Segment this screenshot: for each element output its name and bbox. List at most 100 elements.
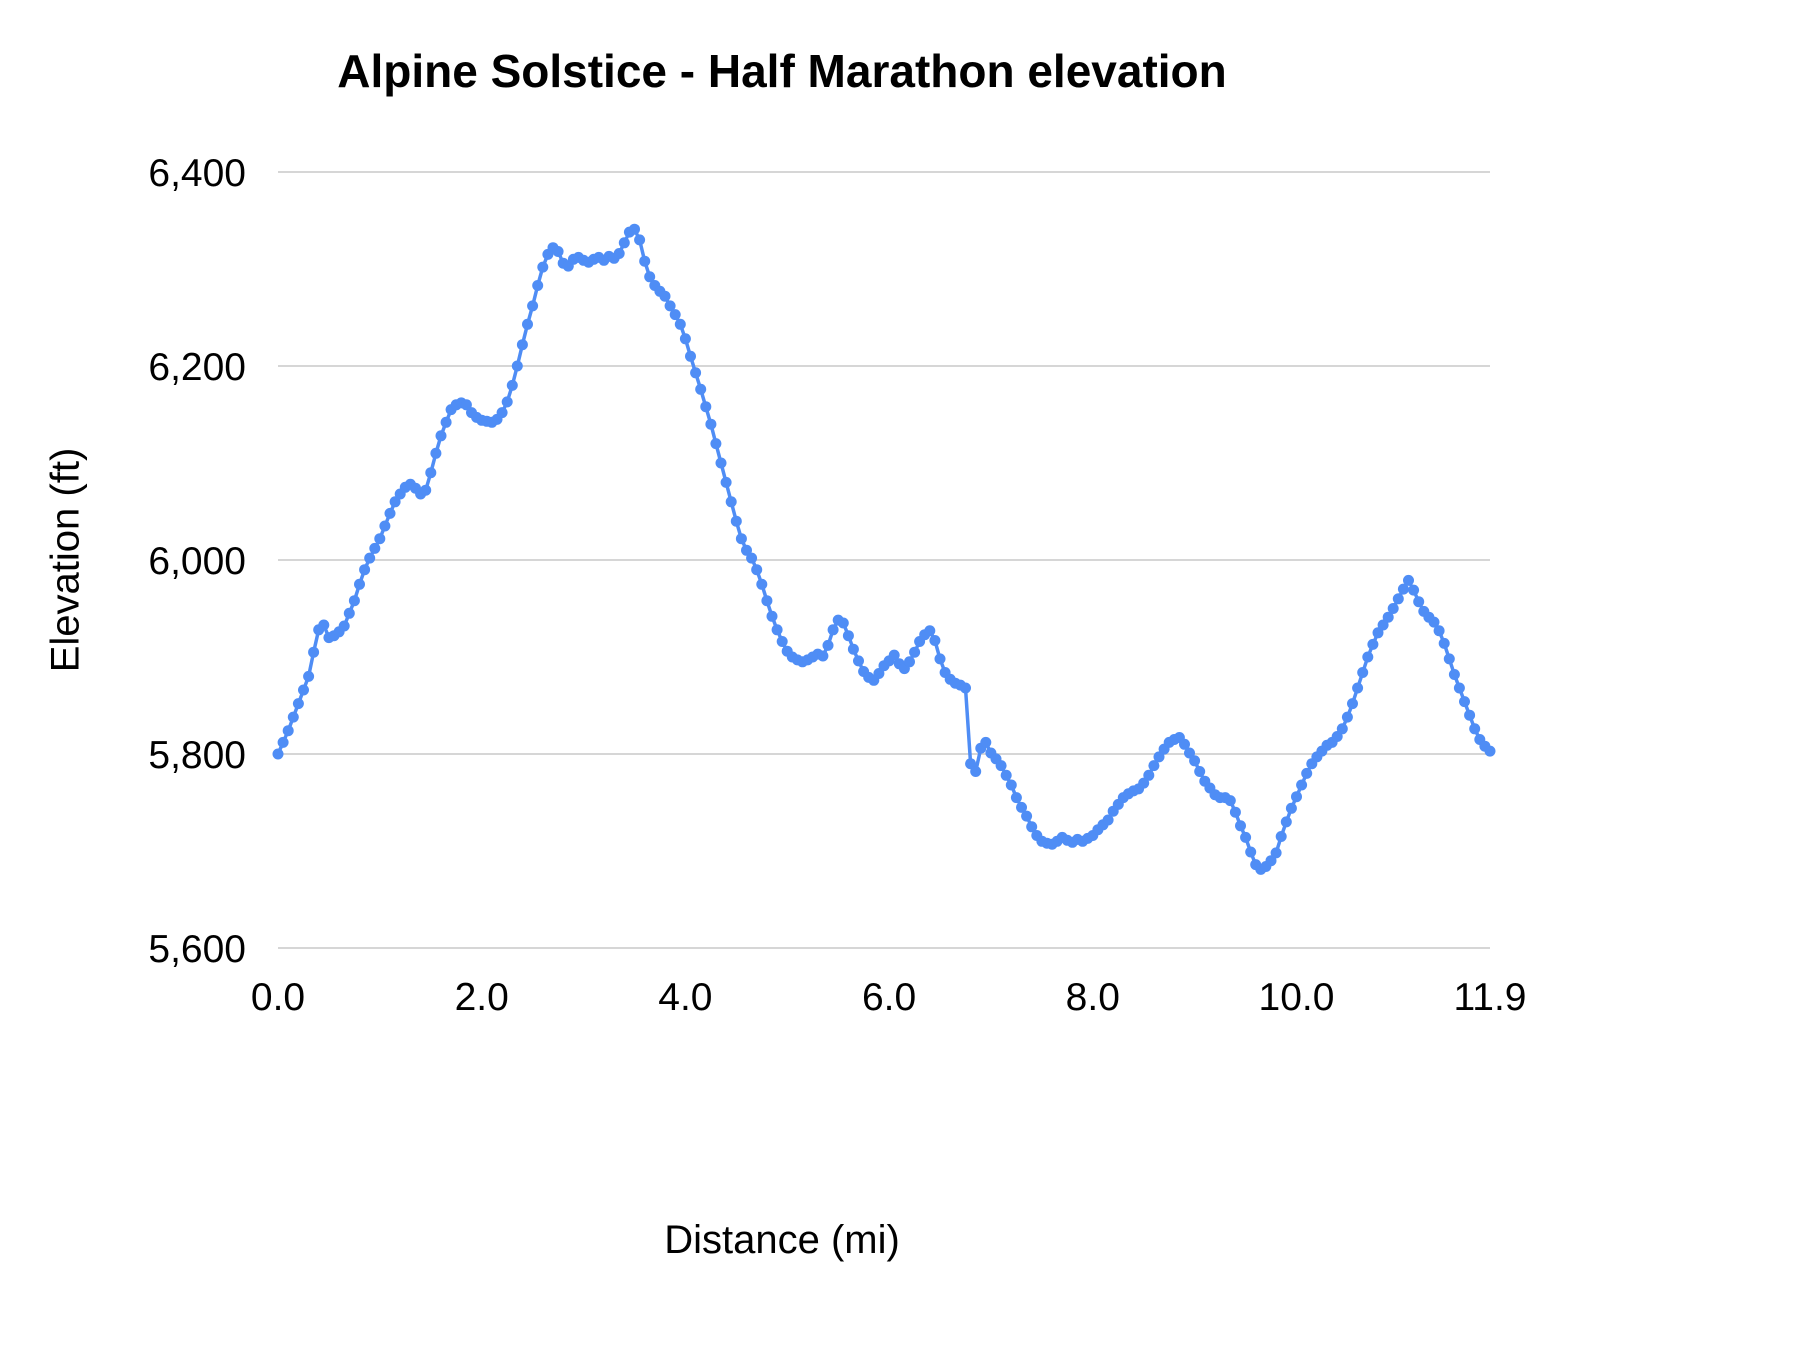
data-point xyxy=(685,350,696,362)
data-point xyxy=(1443,653,1455,665)
data-point xyxy=(613,248,625,259)
data-point xyxy=(1453,682,1465,694)
x-tick-label: 6.0 xyxy=(862,976,916,1019)
data-point xyxy=(277,736,289,748)
data-point xyxy=(1000,769,1012,781)
data-point xyxy=(1367,638,1379,650)
data-point xyxy=(511,360,523,372)
x-axis-title: Distance (mi) xyxy=(664,1218,900,1262)
data-point xyxy=(1484,745,1496,757)
data-point xyxy=(1229,806,1241,818)
x-tick-label: 11.9 xyxy=(1453,976,1526,1019)
data-point xyxy=(1448,669,1460,680)
y-tick-label: 6,000 xyxy=(148,540,246,583)
data-point xyxy=(359,564,371,576)
data-point xyxy=(934,653,946,665)
data-point xyxy=(644,271,656,283)
data-point xyxy=(527,300,539,312)
data-point xyxy=(1403,574,1414,586)
data-point xyxy=(1010,792,1022,804)
data-point xyxy=(847,643,859,655)
data-point xyxy=(960,682,971,694)
data-point xyxy=(776,636,788,647)
data-point xyxy=(842,630,854,642)
data-point xyxy=(1347,698,1358,710)
data-point xyxy=(705,418,717,430)
x-tick-label: 4.0 xyxy=(658,976,712,1019)
data-point xyxy=(1397,583,1409,595)
data-point xyxy=(1240,831,1252,843)
data-point xyxy=(1372,627,1384,639)
data-point xyxy=(374,533,386,545)
data-point xyxy=(369,542,381,554)
data-point xyxy=(634,234,646,246)
data-point xyxy=(425,467,437,479)
chart-title: Alpine Solstice - Half Marathon elevatio… xyxy=(337,45,1227,97)
data-point xyxy=(725,496,737,508)
data-point xyxy=(522,318,533,330)
x-tick-label: 8.0 xyxy=(1066,976,1120,1019)
data-point xyxy=(817,650,829,662)
data-point xyxy=(853,655,864,667)
data-point xyxy=(1469,723,1481,735)
data-point xyxy=(695,383,707,395)
data-point xyxy=(1464,709,1476,721)
data-point xyxy=(888,649,900,661)
x-tick-label: 10.0 xyxy=(1259,976,1335,1019)
data-point xyxy=(496,407,508,419)
y-tick-label: 6,400 xyxy=(148,152,246,195)
data-point xyxy=(343,607,355,619)
data-point xyxy=(440,416,452,428)
data-point xyxy=(827,624,839,636)
data-point xyxy=(1184,747,1195,759)
data-point xyxy=(1265,855,1277,867)
data-point xyxy=(1275,831,1287,842)
data-point xyxy=(1413,596,1425,608)
data-point xyxy=(1143,769,1155,781)
data-point xyxy=(532,280,544,291)
data-point xyxy=(618,237,630,249)
data-point xyxy=(669,309,681,321)
data-point xyxy=(292,698,304,710)
data-point xyxy=(435,430,447,442)
data-point xyxy=(679,333,691,345)
data-point xyxy=(766,610,778,622)
data-point xyxy=(720,476,732,488)
data-point xyxy=(909,646,921,658)
data-point xyxy=(873,668,885,679)
data-point xyxy=(1336,723,1348,735)
data-point xyxy=(710,438,722,450)
data-point xyxy=(384,507,396,519)
data-point xyxy=(629,223,640,235)
data-point xyxy=(741,544,752,556)
data-point xyxy=(690,367,702,379)
data-point xyxy=(1352,682,1364,694)
data-point xyxy=(318,619,330,631)
data-point xyxy=(1392,593,1404,605)
data-point xyxy=(1291,791,1302,803)
data-point xyxy=(904,656,915,668)
data-point xyxy=(761,595,773,607)
y-tick-label: 6,200 xyxy=(148,346,246,389)
data-point xyxy=(298,684,309,696)
data-point xyxy=(1280,816,1292,828)
data-point xyxy=(1438,637,1450,649)
data-point xyxy=(1026,821,1038,833)
data-point xyxy=(272,748,284,760)
data-point xyxy=(287,711,299,723)
data-point xyxy=(1296,779,1308,791)
data-point xyxy=(348,595,360,607)
data-point xyxy=(1153,751,1165,763)
data-point xyxy=(715,457,727,469)
data-point xyxy=(771,624,783,636)
data-point xyxy=(537,261,549,273)
data-point xyxy=(1189,755,1201,767)
data-point xyxy=(308,646,320,658)
data-point xyxy=(659,290,671,302)
data-point xyxy=(1224,795,1236,807)
data-point xyxy=(389,496,401,508)
data-point xyxy=(735,533,747,545)
data-point xyxy=(1301,767,1313,779)
data-point xyxy=(822,639,834,651)
data-point xyxy=(995,760,1007,772)
